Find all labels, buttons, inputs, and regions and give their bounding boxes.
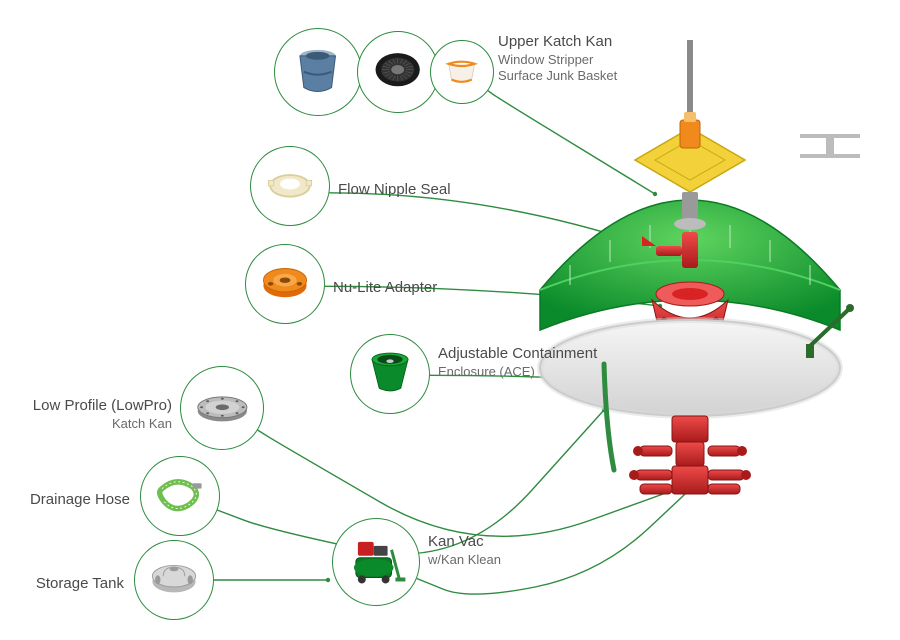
orange-tool-icon <box>680 112 700 148</box>
disc-black-icon <box>370 42 425 102</box>
label-title: Storage Tank <box>36 574 124 594</box>
upper-katch-kan-label: Upper Katch KanWindow StripperSurface Ju… <box>498 32 617 85</box>
label-title: Nu-Lite Adapter <box>333 278 437 298</box>
tank-grey-icon <box>147 551 201 610</box>
top-platform-icon <box>635 128 745 192</box>
machine-green-icon <box>346 530 405 594</box>
shield-back-icon <box>540 200 840 330</box>
label-sub: Katch Kan <box>33 416 172 433</box>
hose-down-icon <box>604 364 614 470</box>
nu-lite-adapter-label: Nu-Lite Adapter <box>333 278 437 298</box>
mast-icon <box>687 40 693 160</box>
label-title: Upper Katch Kan <box>498 32 617 52</box>
lowpro-connector <box>258 430 702 536</box>
nu-lite-adapter-circle <box>245 244 325 324</box>
adapter-orange-icon <box>258 255 312 314</box>
upper-katch-kan-circle <box>274 28 362 116</box>
lowpro-circle <box>180 366 264 450</box>
storage-tank-label: Storage Tank <box>36 574 124 594</box>
lid-grey-icon <box>194 377 251 439</box>
bucket-green-icon <box>363 345 417 404</box>
flow-nipple-seal-label: Flow Nipple Seal <box>338 180 451 200</box>
i-beam-icon <box>800 134 860 158</box>
flow-nipple-seal-circle <box>250 146 330 226</box>
bop-stack-icon <box>629 416 751 494</box>
label-sub: Surface Junk Basket <box>498 68 617 85</box>
red-spout-icon <box>642 232 698 268</box>
drainage-hose-connector <box>217 410 604 554</box>
label-sub: Enclosure (ACE) <box>438 364 597 381</box>
arm-icon <box>806 304 854 358</box>
label-sub: w/Kan Klean <box>428 552 501 569</box>
upper-katch-kan-circle <box>357 31 439 113</box>
rig-assembly <box>540 40 860 494</box>
storage-tank-circle <box>134 540 214 620</box>
label-sub: Window Stripper <box>498 52 617 69</box>
drainage-hose-circle <box>140 456 220 536</box>
kan-vac-label: Kan Vacw/Kan Klean <box>428 532 501 568</box>
hose-green-icon <box>153 467 207 526</box>
label-title: Kan Vac <box>428 532 501 552</box>
label-title: Adjustable Containment <box>438 344 597 364</box>
lowpro-label: Low Profile (LowPro)Katch Kan <box>33 396 172 432</box>
basket-orange-icon <box>440 48 483 96</box>
upper-katch-kan-connector <box>488 91 655 194</box>
flow-nipple-seal-connector <box>329 193 660 250</box>
ring-cream-icon <box>263 157 317 216</box>
ace-label: Adjustable ContainmentEnclosure (ACE) <box>438 344 597 380</box>
upper-katch-kan-circle <box>430 40 494 104</box>
label-title: Drainage Hose <box>30 490 130 510</box>
red-head-icon <box>652 282 728 344</box>
ace-circle <box>350 334 430 414</box>
label-title: Flow Nipple Seal <box>338 180 451 200</box>
barrel-blue-icon <box>288 40 347 104</box>
label-title: Low Profile (LowPro) <box>33 396 172 416</box>
kan-vac-circle <box>332 518 420 606</box>
drainage-hose-label: Drainage Hose <box>30 490 130 510</box>
